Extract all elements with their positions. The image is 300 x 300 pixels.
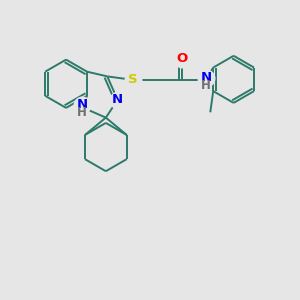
Text: H: H — [201, 79, 211, 92]
Text: S: S — [128, 74, 138, 86]
Text: H: H — [77, 106, 87, 119]
Text: N: N — [112, 93, 123, 106]
Text: N: N — [201, 71, 212, 84]
Text: N: N — [77, 98, 88, 111]
Text: O: O — [176, 52, 187, 65]
